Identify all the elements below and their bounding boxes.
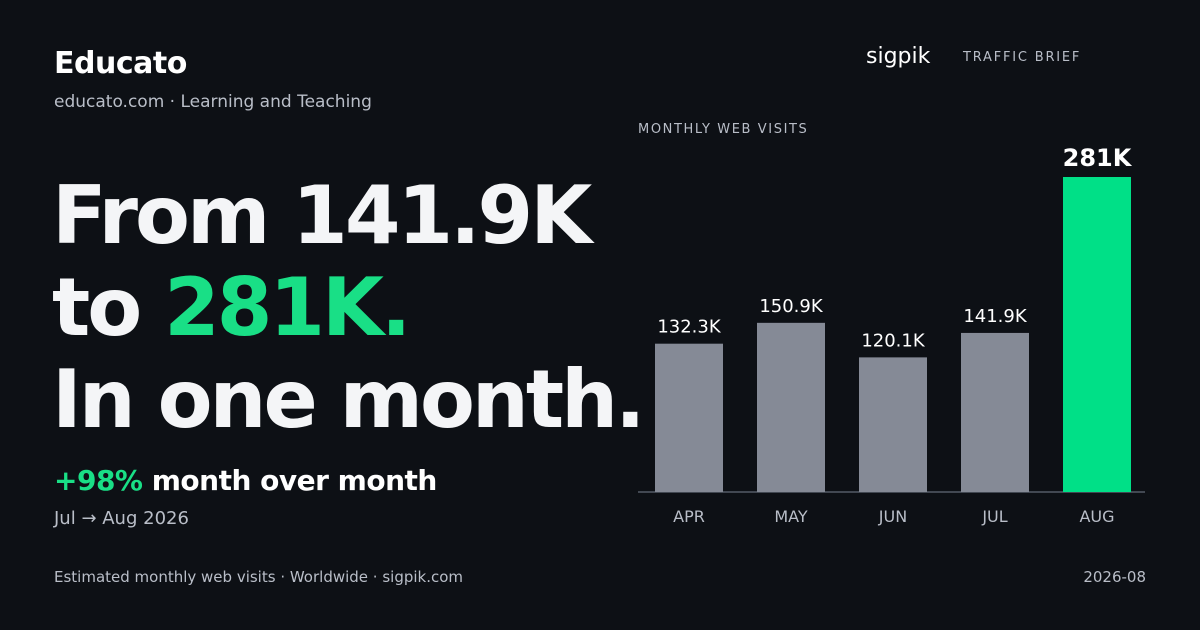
change-value: +98% [54,464,143,497]
brand-subline: educato.com · Learning and Teaching [54,92,372,112]
report-tag: TRAFFIC BRIEF [963,50,1082,65]
sigpik-logo: sigpik [866,44,931,69]
headline-highlight-value: 281K. [164,261,411,354]
change-range: Jul → Aug 2026 [54,508,189,529]
headline: From 141.9K to 281K. In one month. [52,169,645,446]
change-summary: +98% month over month [54,464,437,497]
bar-may [757,322,825,492]
bar-jun [859,357,927,492]
data-label-aug: 281K [1063,144,1133,172]
bar-aug [1063,177,1131,492]
headline-line-2: to 281K. [52,262,642,354]
data-label-jul: 141.9K [963,306,1028,327]
footer-source: Estimated monthly web visits · Worldwide… [54,568,464,586]
chart-title: MONTHLY WEB VISITS [638,122,809,137]
x-tick-label-jun: JUN [878,507,907,526]
data-label-may: 150.9K [759,296,824,317]
bar-jul [961,332,1029,492]
data-label-apr: 132.3K [657,317,722,338]
bar-apr [655,343,723,492]
headline-line-1: From 141.9K [52,169,592,262]
x-tick-label-aug: AUG [1079,507,1114,526]
change-label: month over month [151,464,438,497]
data-label-jun: 120.1K [861,330,926,351]
footer-period: 2026-08 [1083,568,1146,586]
headline-line-3: In one month. [52,353,645,446]
brand-name: Educato [54,46,187,81]
x-tick-label-jul: JUL [981,507,1007,526]
headline-line-2-prefix: to [52,261,165,354]
x-tick-label-may: MAY [774,507,808,526]
x-tick-label-apr: APR [673,507,705,526]
